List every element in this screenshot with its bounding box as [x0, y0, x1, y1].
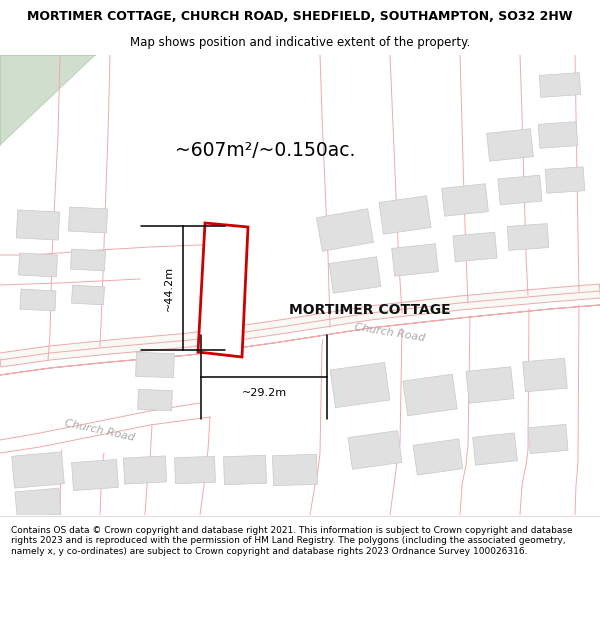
Bar: [413, 439, 463, 475]
Bar: [68, 207, 107, 233]
Text: Contains OS data © Crown copyright and database right 2021. This information is : Contains OS data © Crown copyright and d…: [11, 526, 572, 556]
Bar: [392, 244, 439, 276]
Bar: [379, 196, 431, 234]
Bar: [175, 456, 215, 484]
Bar: [15, 488, 61, 518]
Polygon shape: [0, 55, 95, 145]
Bar: [272, 454, 317, 486]
Bar: [545, 167, 585, 193]
Bar: [330, 362, 390, 408]
Bar: [498, 175, 542, 205]
Bar: [124, 456, 167, 484]
Bar: [19, 253, 58, 277]
Bar: [466, 367, 514, 403]
Bar: [136, 352, 175, 377]
Bar: [487, 129, 533, 161]
Bar: [224, 455, 266, 485]
Bar: [523, 358, 567, 392]
Text: MORTIMER COTTAGE: MORTIMER COTTAGE: [289, 303, 451, 317]
Text: ~607m²/~0.150ac.: ~607m²/~0.150ac.: [175, 141, 355, 159]
Text: MORTIMER COTTAGE, CHURCH ROAD, SHEDFIELD, SOUTHAMPTON, SO32 2HW: MORTIMER COTTAGE, CHURCH ROAD, SHEDFIELD…: [27, 10, 573, 23]
Text: Map shows position and indicative extent of the property.: Map shows position and indicative extent…: [130, 36, 470, 49]
Bar: [137, 389, 172, 411]
Bar: [528, 424, 568, 454]
Bar: [20, 289, 56, 311]
Polygon shape: [0, 284, 600, 367]
Bar: [453, 232, 497, 262]
Bar: [507, 224, 549, 251]
Bar: [539, 72, 581, 98]
Bar: [329, 257, 381, 293]
Text: ~44.2m: ~44.2m: [164, 266, 174, 311]
Bar: [403, 374, 457, 416]
Text: ~29.2m: ~29.2m: [241, 388, 287, 398]
Bar: [348, 431, 402, 469]
Bar: [473, 433, 517, 465]
Polygon shape: [0, 305, 600, 375]
Bar: [442, 184, 488, 216]
Polygon shape: [198, 223, 248, 357]
Text: Church Road: Church Road: [64, 418, 136, 442]
Bar: [16, 210, 60, 240]
Bar: [71, 459, 118, 491]
Bar: [71, 285, 104, 305]
Bar: [70, 249, 106, 271]
Bar: [12, 452, 64, 488]
Bar: [538, 122, 578, 148]
Bar: [316, 209, 374, 251]
Text: Church Road: Church Road: [354, 322, 426, 344]
